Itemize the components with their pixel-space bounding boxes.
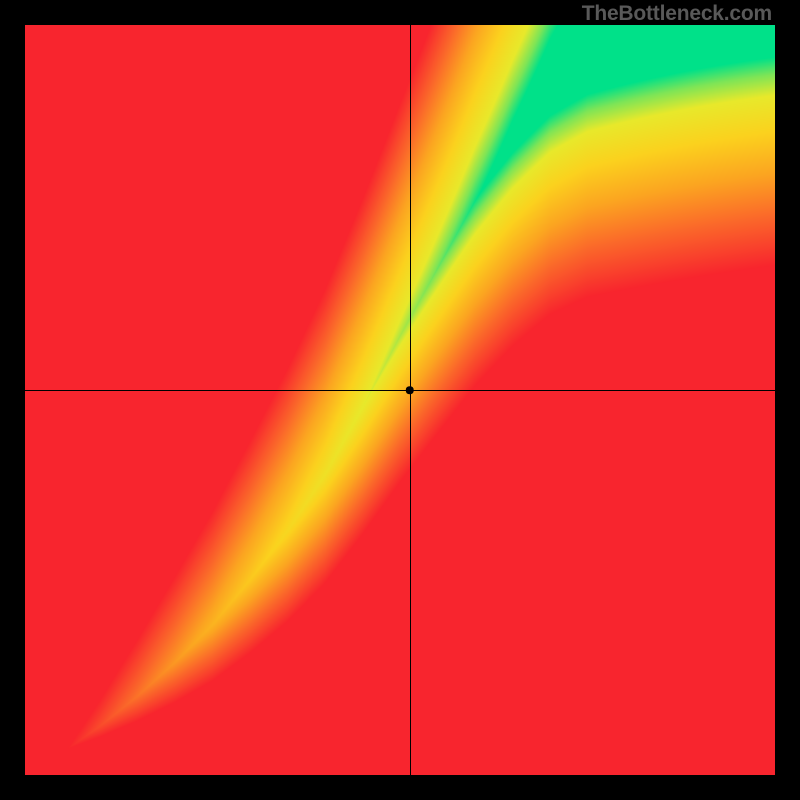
watermark-text: TheBottleneck.com — [582, 2, 772, 26]
chart-frame: TheBottleneck.com — [0, 0, 800, 800]
heatmap-plot — [25, 25, 775, 775]
crosshair-overlay — [25, 25, 775, 775]
